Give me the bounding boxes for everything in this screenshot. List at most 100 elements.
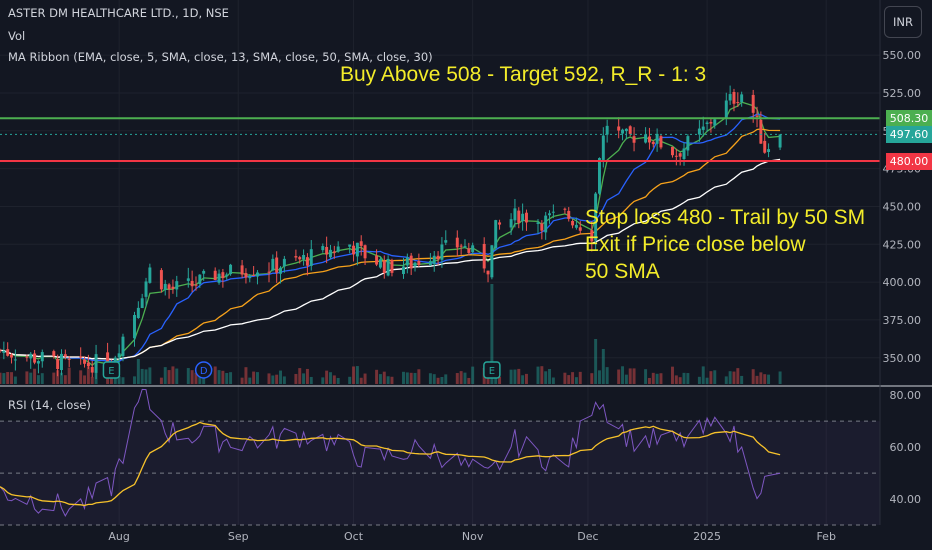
- volume-bar: [463, 372, 467, 384]
- volume-bar: [697, 376, 701, 384]
- candle-body: [409, 255, 413, 269]
- volume-bar: [298, 368, 302, 384]
- candle-body: [417, 260, 421, 265]
- ma-ribbon-legend: MA Ribbon (EMA, close, 5, SMA, close, 13…: [8, 50, 433, 64]
- candle-body: [13, 359, 17, 361]
- volume-bar: [524, 373, 528, 384]
- y-tick-label: 450.00: [883, 200, 922, 213]
- candle-body: [402, 266, 405, 275]
- x-tick-label: Dec: [577, 530, 598, 543]
- candle-body: [217, 273, 221, 283]
- candle-body: [279, 267, 283, 274]
- volume-bar: [275, 374, 279, 384]
- volume-bar: [352, 366, 356, 384]
- candle-body: [332, 251, 336, 253]
- candle-body: [321, 246, 325, 251]
- volume-bar: [402, 371, 405, 384]
- volume-bar: [271, 375, 275, 384]
- price-levels: [0, 117, 880, 163]
- volume-bar: [186, 368, 190, 384]
- candle-body: [594, 193, 598, 241]
- x-tick-label: 2025: [693, 530, 721, 543]
- earnings-marker: [483, 361, 501, 379]
- volume-bar: [674, 375, 678, 384]
- currency-button[interactable]: INR: [884, 6, 922, 38]
- candle-body: [305, 257, 309, 266]
- candle-body: [513, 208, 517, 221]
- candle-body: [329, 249, 332, 258]
- volume-bar: [490, 284, 494, 384]
- dividend-marker-label: D: [200, 366, 208, 377]
- volume-bar: [671, 366, 674, 384]
- volume-bar: [2, 373, 6, 384]
- symbol-title: ASTER DM HEALTHCARE LTD., 1D, NSE: [8, 6, 229, 20]
- candle-body: [83, 359, 87, 364]
- candle-body: [298, 257, 302, 260]
- volume-bar: [229, 372, 233, 384]
- volume-bar: [175, 368, 179, 384]
- volume-bar: [133, 376, 136, 384]
- volume-bar: [225, 372, 229, 384]
- volume-bar: [13, 376, 17, 384]
- candle-body: [29, 353, 33, 359]
- volume-bar: [190, 370, 194, 384]
- rsi-ma-line: [0, 421, 781, 507]
- candle-body: [359, 241, 363, 246]
- x-tick-label: Aug: [108, 530, 129, 543]
- volume-bar: [40, 373, 44, 384]
- candle-body: [509, 219, 513, 228]
- candle-body: [413, 262, 417, 267]
- volume-bar: [578, 371, 582, 384]
- candle-body: [755, 115, 759, 117]
- candle-body: [463, 245, 467, 248]
- candle-body: [133, 314, 136, 339]
- volume-bar: [221, 370, 225, 384]
- volume-bar: [436, 377, 440, 384]
- candle-body: [378, 259, 382, 268]
- candle-body: [25, 356, 29, 358]
- volume-bar: [248, 377, 252, 384]
- volume-bar: [382, 371, 386, 384]
- volume-bar: [517, 368, 521, 384]
- y-tick-label: 525.00: [883, 87, 922, 100]
- volume-bar: [279, 370, 283, 384]
- candle-body: [221, 272, 225, 279]
- candle-body: [229, 264, 233, 275]
- volume-bar: [329, 372, 332, 384]
- volume-bar: [590, 373, 594, 384]
- volume-bar: [386, 376, 390, 384]
- candle-body: [574, 224, 578, 228]
- candle-body: [728, 94, 732, 101]
- candle-body: [390, 259, 394, 273]
- candle-body: [282, 258, 286, 267]
- candle-body: [117, 353, 121, 358]
- volume-bar: [647, 377, 651, 384]
- candle-body: [248, 276, 252, 279]
- volume-bar: [763, 374, 767, 384]
- candle-body: [647, 136, 651, 143]
- candle-body: [375, 255, 379, 265]
- candle-body: [294, 256, 298, 258]
- candle-body: [517, 210, 521, 223]
- volume-bar: [728, 371, 732, 384]
- volume-bar: [567, 375, 571, 384]
- volume-bar: [390, 376, 394, 384]
- candle-body: [471, 245, 475, 253]
- buy-annotation: Buy Above 508 - Target 592, R_R - 1: 3: [340, 63, 707, 86]
- volume-bar: [355, 366, 359, 384]
- volume-bar: [659, 373, 663, 384]
- volume-bar: [305, 368, 309, 384]
- volume-bars: [0, 284, 782, 384]
- volume-bar: [148, 367, 152, 384]
- volume-bar: [267, 373, 271, 384]
- dividend-marker: [194, 361, 213, 379]
- volume-bar: [544, 371, 548, 384]
- volume-bar: [79, 370, 83, 384]
- sma50-line: [0, 158, 781, 360]
- candle-body: [33, 353, 37, 363]
- volume-bar: [632, 368, 636, 384]
- volume-bar: [574, 377, 578, 384]
- volume-bar: [52, 372, 56, 384]
- volume-bar: [440, 376, 444, 384]
